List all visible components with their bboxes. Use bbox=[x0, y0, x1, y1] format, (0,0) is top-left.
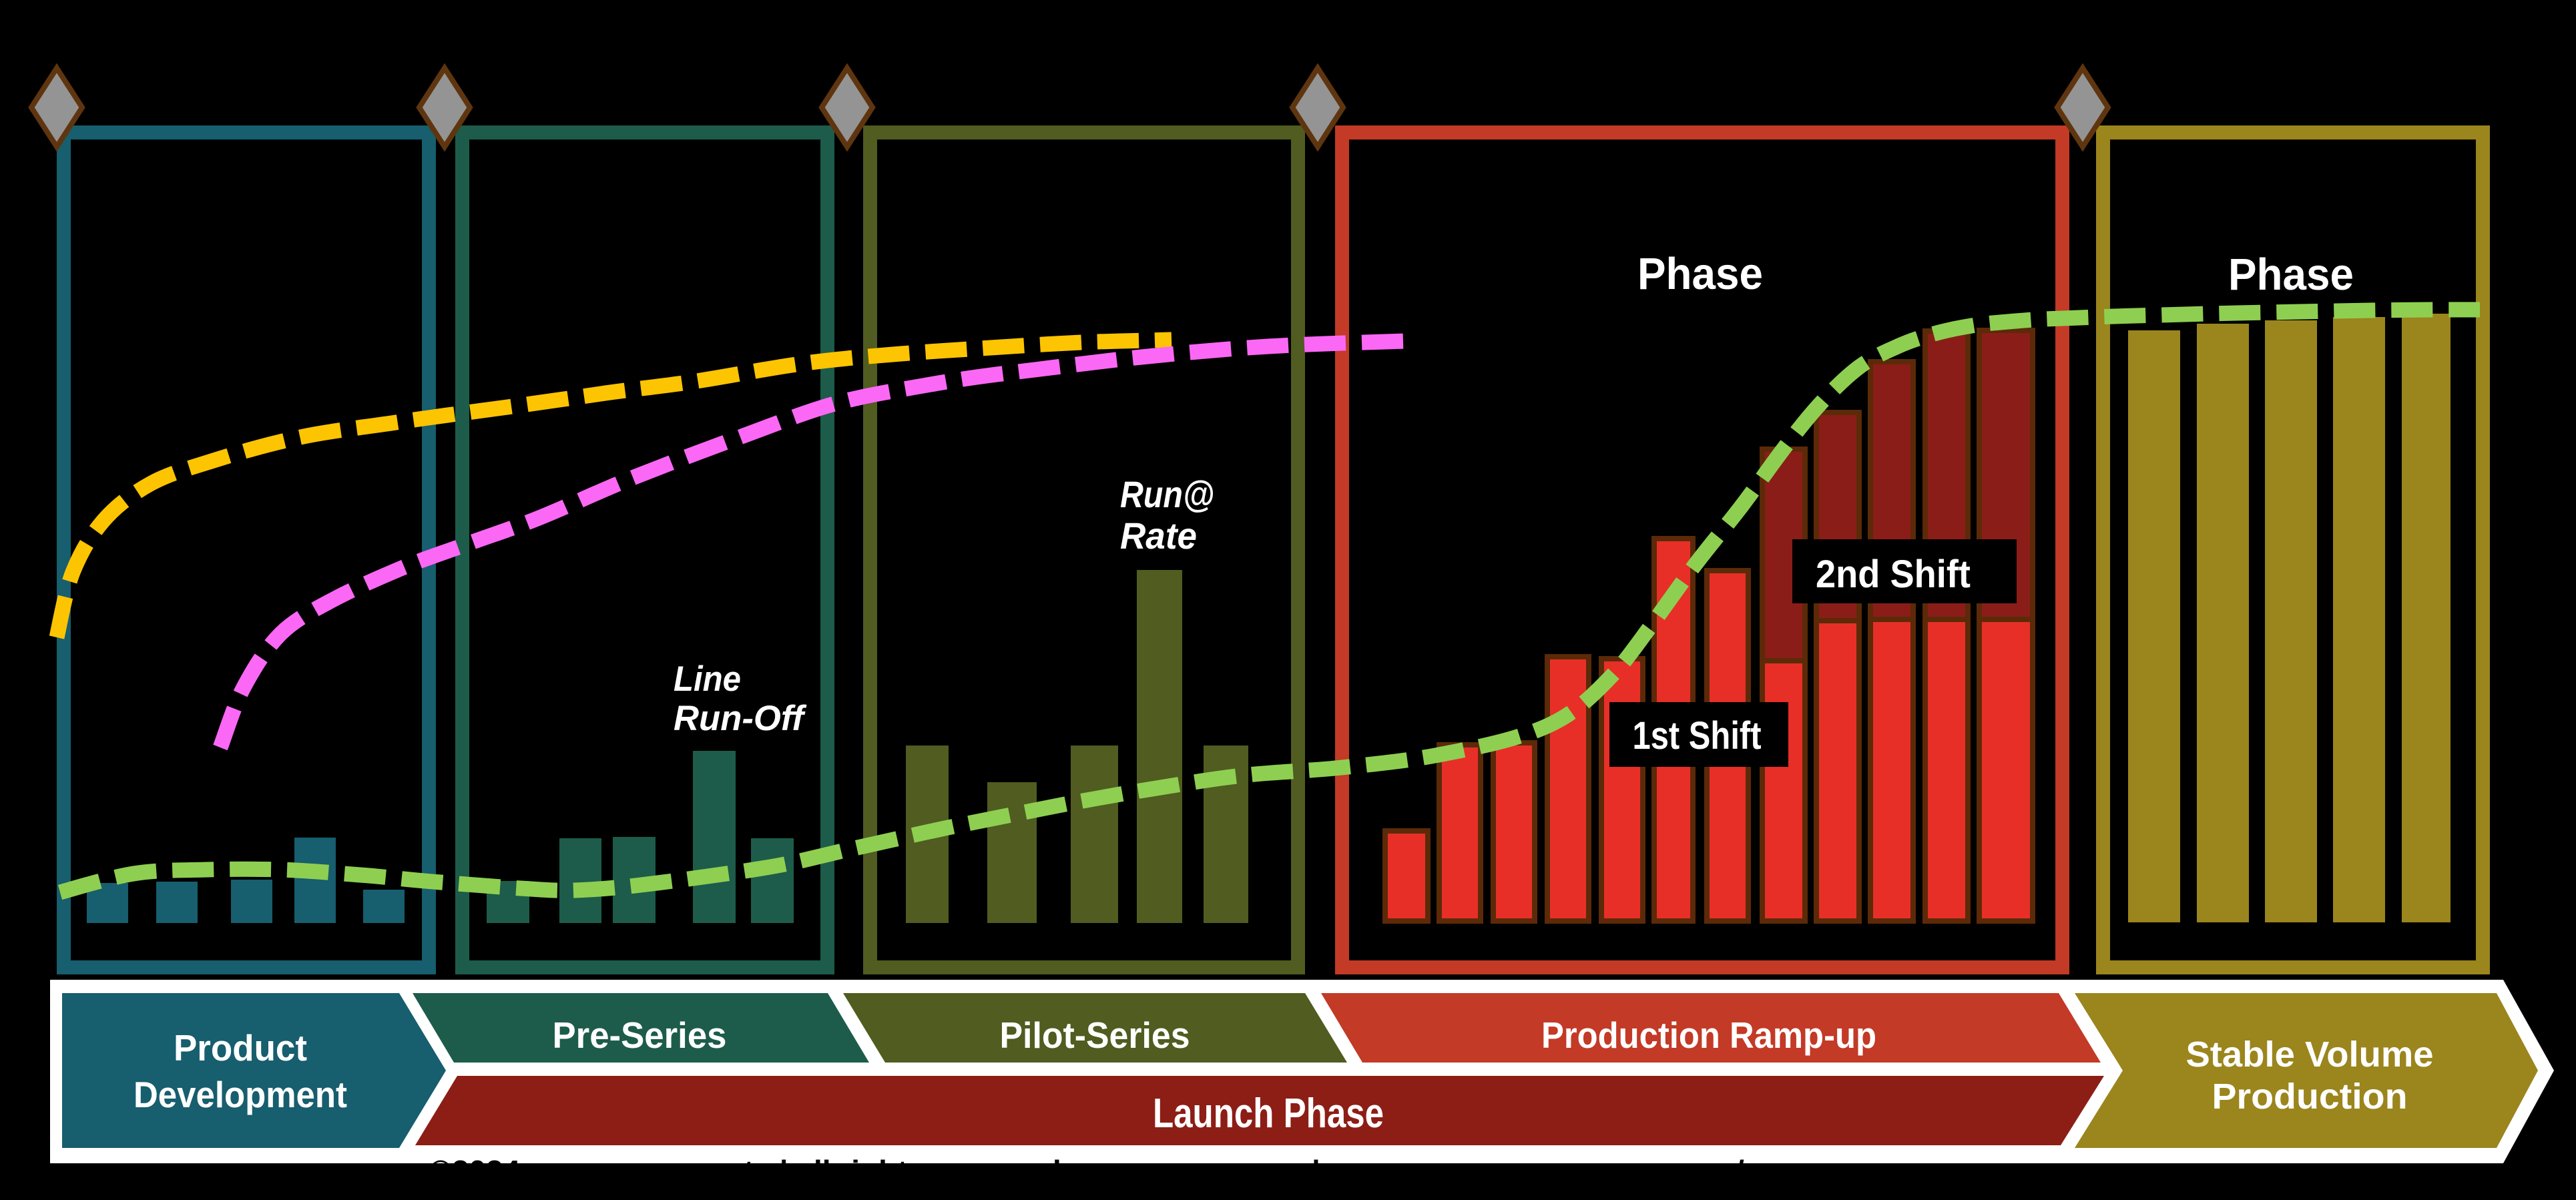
svg-text:Launch Phase: Launch Phase bbox=[1153, 1091, 1384, 1137]
svg-text:Development: Development bbox=[134, 1074, 347, 1115]
svg-text:Pre-Series: Pre-Series bbox=[553, 1014, 727, 1056]
svg-text:Run-Off: Run-Off bbox=[674, 699, 807, 738]
svg-text:Pilot-Series: Pilot-Series bbox=[1000, 1014, 1190, 1056]
svg-text:Line: Line bbox=[674, 659, 741, 699]
svg-text:Phase: Phase bbox=[2228, 250, 2354, 300]
svg-text:Run@: Run@ bbox=[1120, 473, 1214, 515]
svg-text:Stable Volume: Stable Volume bbox=[2186, 1034, 2434, 1075]
svg-text:Production: Production bbox=[2212, 1077, 2408, 1117]
svg-text:1st Shift: 1st Shift bbox=[1633, 714, 1762, 758]
svg-text:Phase: Phase bbox=[1637, 249, 1763, 299]
svg-text:2nd Shift: 2nd Shift bbox=[1816, 553, 1971, 596]
svg-text:Product: Product bbox=[174, 1027, 307, 1069]
svg-text:Rate: Rate bbox=[1120, 515, 1197, 557]
svg-text:Production Ramp-up: Production Ramp-up bbox=[1541, 1014, 1876, 1056]
